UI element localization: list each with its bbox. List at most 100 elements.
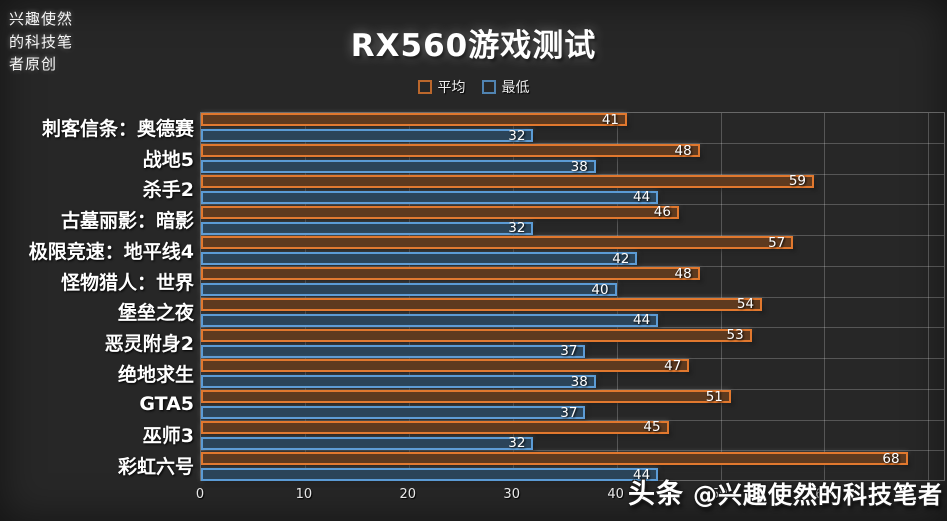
bar-平均: 48 [201,265,700,282]
bar-最低: 44 [201,312,659,329]
legend: 平均 最低 [0,77,947,97]
bar-row: 46 32 [201,204,944,237]
watermark-line: 的科技笔 [9,32,74,51]
bar-value-label: 45 [643,419,661,436]
category-label: 极限竞速：地平线4 [28,240,194,263]
bar-row: 48 38 [201,142,944,175]
bar-平均: 45 [201,419,669,436]
bar-value-label: 38 [570,373,588,390]
author-watermark-bottom: 头条 @兴趣使然的科技笔者 [628,472,943,511]
bar-value-label: 40 [591,281,609,298]
bar-value-label: 44 [632,312,651,329]
gridline [824,113,826,480]
bar-value-label: 48 [674,142,692,159]
bar-平均: 54 [201,296,763,313]
bar-row: 51 37 [201,388,944,421]
bar-row: 45 32 [201,419,944,452]
gridline [304,113,306,480]
bar-row: 48 40 [201,265,944,298]
bar-value-label: 59 [788,173,807,190]
watermark-brand: 头条 [628,479,684,510]
bar-最低: 32 [201,220,534,237]
gridline [512,113,514,480]
bar-value-label: 37 [560,343,578,360]
bar-value-label: 48 [674,265,692,282]
bar-最低: 38 [201,158,596,175]
bar-最低: 37 [201,343,586,360]
gridline [616,113,618,480]
gridline [928,113,930,480]
bar-row: 59 44 [201,173,944,206]
category-label: 杀手2 [142,179,194,202]
bar-平均: 48 [201,142,700,159]
legend-item-平均: 平均 [417,77,466,97]
category-label: 彩虹六号 [117,456,194,479]
bar-value-label: 32 [508,435,526,452]
category-label: 战地5 [142,148,194,171]
bar-value-label: 57 [768,234,786,251]
gridline [720,113,722,480]
x-tick-label: 70 [919,487,936,502]
bar-平均: 51 [201,388,731,405]
bar-value-label: 37 [560,404,578,421]
category-label: 刺客信条：奥德赛 [41,117,194,140]
bar-平均: 47 [201,357,690,374]
bar-row: 68 44 [201,450,944,483]
bar-平均: 68 [201,450,908,467]
bar-value-label: 53 [726,327,744,344]
bar-value-label: 32 [508,220,526,237]
legend-label: 最低 [501,80,530,96]
plot-area: 41 32 48 38 59 44 46 32 57 42 48 40 54 44 53 37 47 38 51 37… [200,111,945,483]
bar-row: 54 44 [201,296,944,329]
bar-value-label: 44 [632,466,651,483]
bar-value-label: 41 [601,111,619,128]
bar-value-label: 47 [664,357,682,374]
legend-swatch-icon [417,80,432,94]
x-tick-label: 10 [295,487,313,502]
bar-row: 47 38 [201,357,944,390]
x-tick-label: 30 [503,487,520,502]
bar-value-label: 54 [736,296,755,313]
bar-row: 53 37 [201,327,944,360]
bar-value-label: 51 [705,388,723,405]
bar-value-label: 68 [882,450,900,467]
legend-item-最低: 最低 [481,77,530,97]
bar-最低: 42 [201,250,638,267]
bar-最低: 44 [201,466,659,483]
watermark-handle: @兴趣使然的科技笔者 [693,481,943,509]
x-tick-label: 50 [711,487,728,502]
x-tick-label: 20 [399,487,417,502]
bar-value-label: 42 [612,250,630,267]
x-tick-label: 60 [815,487,832,502]
legend-label: 平均 [437,80,466,96]
category-label: 恶灵附身2 [104,333,194,356]
category-label: 绝地求生 [117,363,194,386]
bar-row: 41 32 [201,111,944,144]
category-label: 古墓丽影：暗影 [60,210,194,233]
watermark-line: 兴趣使然 [9,10,74,28]
bar-value-label: 46 [653,204,671,221]
bar-最低: 32 [201,127,534,144]
bar-平均: 41 [201,111,627,128]
category-label: 巫师3 [142,425,194,448]
bar-value-label: 38 [570,158,588,175]
bar-value-label: 44 [632,189,651,206]
bar-最低: 44 [201,189,659,206]
bar-平均: 59 [201,173,815,190]
bar-row: 57 42 [201,234,944,267]
x-tick-label: 40 [607,487,624,502]
bar-平均: 46 [201,204,679,221]
legend-swatch-icon [481,80,496,94]
bar-最低: 32 [201,435,534,452]
watermark-line: 者原创 [9,55,58,73]
bar-最低: 38 [201,373,596,390]
bar-平均: 53 [201,327,752,344]
author-watermark-top: 兴趣使然 的科技笔 者原创 [9,8,73,76]
bar-value-label: 32 [508,127,526,144]
category-label: GTA5 [139,393,194,416]
category-label: 堡垒之夜 [117,302,194,325]
bar-最低: 40 [201,281,617,298]
gridline [408,113,410,480]
category-axis-labels: 刺客信条：奥德赛 战地5 杀手2 古墓丽影：暗影 极限竞速：地平线4 怪物猎人：世界 堡垒之… [0,112,194,481]
